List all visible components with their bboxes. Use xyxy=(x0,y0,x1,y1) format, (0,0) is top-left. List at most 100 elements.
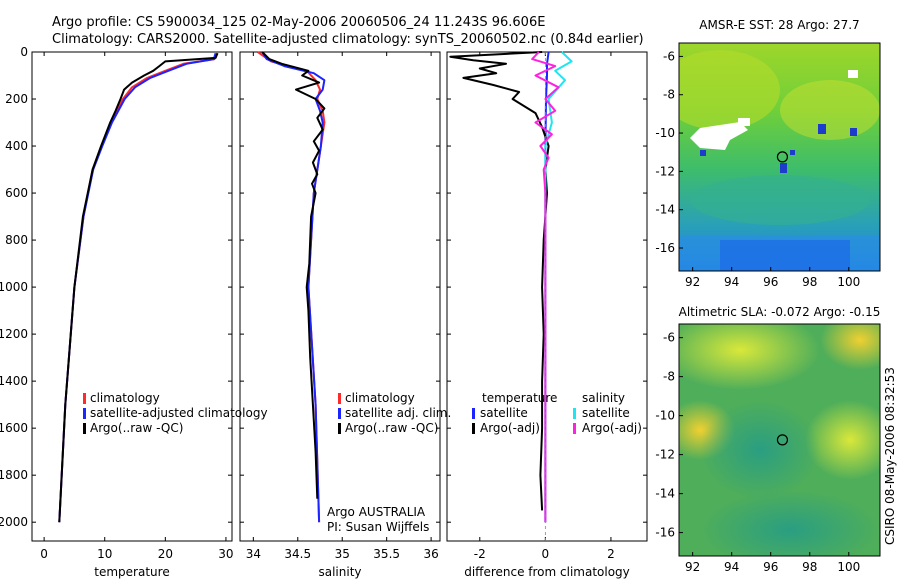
temperature-profile-series-satellite-adjusted-climatology xyxy=(58,52,217,523)
sst-map-frame xyxy=(678,42,881,272)
x-tick-label: 20 xyxy=(158,547,173,561)
y-tick-label: -6 xyxy=(663,49,675,63)
x-tick-label: 92 xyxy=(685,560,700,574)
legend-label: climatology xyxy=(345,391,415,405)
legend-swatch xyxy=(83,393,86,404)
x-tick-label: 94 xyxy=(724,560,739,574)
salinity-profile-panel: 34 34.5 35 35.5 36 salinity xyxy=(239,51,441,579)
temperature-profile-series-climatology xyxy=(58,52,219,523)
legend-label: climatology xyxy=(90,391,160,405)
side-stamp: CSIRO 08-May-2006 08:32:53 xyxy=(883,367,897,545)
y-tick-label: 400 xyxy=(5,139,28,153)
x-tick-label: 98 xyxy=(802,560,817,574)
x-tick-label: 30 xyxy=(218,547,233,561)
x-tick-label: 100 xyxy=(837,560,860,574)
difference-profile-series-temperature-argo-adj- xyxy=(449,51,550,511)
legend-label: satellite-adjusted climatology xyxy=(90,406,268,420)
x-tick-label: 0 xyxy=(40,547,48,561)
sst-map-title: AMSR-E SST: 28 Argo: 27.7 xyxy=(699,18,859,32)
difference-profile-frame xyxy=(446,51,648,542)
y-tick-label: 600 xyxy=(5,186,28,200)
sla-map-title: Altimetric SLA: -0.072 Argo: -0.15 xyxy=(679,305,881,319)
sla-map-frame xyxy=(678,323,881,557)
legend-swatch xyxy=(472,423,475,434)
y-tick-label: 2000 xyxy=(0,515,28,529)
legend-label: temperature xyxy=(482,391,557,405)
legend-swatch xyxy=(83,423,86,434)
difference-legend: temperaturesatelliteArgo(-adj)salinitysa… xyxy=(472,391,642,435)
legend-label: satellite xyxy=(480,406,528,420)
x-tick-label: -2 xyxy=(474,547,486,561)
difference-profile-panel: -2 0 2 difference from climatology xyxy=(446,51,648,579)
legend-swatch xyxy=(338,408,341,419)
legend-label: satellite adj. clim. xyxy=(345,406,451,420)
float-position-marker xyxy=(776,151,789,163)
salinity-profile-frame xyxy=(239,51,441,542)
x-tick-label: 94 xyxy=(724,275,739,289)
x-tick-label: 2 xyxy=(607,547,615,561)
x-tick-label: 0 xyxy=(542,547,550,561)
y-tick-label: 1800 xyxy=(0,468,28,482)
y-tick-label: -10 xyxy=(655,409,675,423)
float-position-marker xyxy=(776,434,789,446)
legend-label: salinity xyxy=(582,391,625,405)
y-tick-label: -8 xyxy=(663,370,675,384)
sst-map-image xyxy=(679,43,880,271)
x-tick-label: 36 xyxy=(423,547,438,561)
y-tick-label: -14 xyxy=(655,203,675,217)
difference-profile-series-salinity-satellite xyxy=(544,51,573,523)
x-tick-label: 96 xyxy=(763,560,778,574)
y-tick-label: -8 xyxy=(663,88,675,102)
y-tick-label: -6 xyxy=(663,331,675,345)
x-tick-label: 98 xyxy=(802,275,817,289)
y-tick-label: -12 xyxy=(655,164,675,178)
header-line1: Argo profile: CS 5900034_125 02-May-2006… xyxy=(52,15,545,30)
temperature-profile-frame xyxy=(31,51,233,542)
y-tick-label: 0 xyxy=(20,45,28,59)
argo-annotation: Argo AUSTRALIA xyxy=(327,505,426,519)
temperature-profile-panel: 0 10 20 30 temperature 0 200 400 600 800 1000 1200 1… xyxy=(0,45,234,579)
y-tick-label: -12 xyxy=(655,448,675,462)
legend-label: satellite xyxy=(582,406,630,420)
sla-map-axes: Altimetric SLA: -0.072 Argo: -0.15 92 94 96… xyxy=(655,305,881,574)
x-axis-label: salinity xyxy=(318,565,361,579)
x-tick-label: 35 xyxy=(335,547,350,561)
legend-label: Argo(-adj) xyxy=(480,421,540,435)
x-tick-label: 100 xyxy=(837,275,860,289)
salinity-profile-series-climatology xyxy=(257,51,326,523)
legend-swatch xyxy=(338,393,341,404)
legend-label: Argo(-adj) xyxy=(582,421,642,435)
y-tick-label: -10 xyxy=(655,126,675,140)
x-tick-label: 96 xyxy=(763,275,778,289)
legend-label: Argo(..raw -QC) xyxy=(90,421,183,435)
y-tick-label: 800 xyxy=(5,233,28,247)
salinity-profile-series-argo-raw-qc- xyxy=(261,51,326,499)
y-tick-label: 1400 xyxy=(0,374,28,388)
y-tick-label: -14 xyxy=(655,487,675,501)
x-tick-label: 10 xyxy=(97,547,112,561)
legend-swatch xyxy=(338,423,341,434)
x-tick-label: 35.5 xyxy=(373,547,400,561)
x-tick-label: 92 xyxy=(685,275,700,289)
header-line2: Climatology: CARS2000. Satellite-adjuste… xyxy=(52,32,644,47)
x-tick-label: 34.5 xyxy=(284,547,311,561)
x-tick-label: 34 xyxy=(246,547,261,561)
y-tick-label: -16 xyxy=(655,526,675,540)
temperature-profile-series-argo-raw-qc- xyxy=(58,52,219,523)
legend-swatch xyxy=(83,408,86,419)
sst-map-axes: AMSR-E SST: 28 Argo: 27.7 92 94 96 98 100 -6 -8… xyxy=(655,18,881,289)
legend-label: Argo(..raw -QC) xyxy=(345,421,438,435)
y-tick-label: 1600 xyxy=(0,421,28,435)
pi-annotation: PI: Susan Wijffels xyxy=(327,520,429,534)
sla-map-image xyxy=(679,324,880,556)
x-axis-label: temperature xyxy=(94,565,169,579)
legend-swatch xyxy=(573,423,576,434)
y-tick-label: 1200 xyxy=(0,327,28,341)
y-tick-label: -16 xyxy=(655,241,675,255)
x-axis-label: difference from climatology xyxy=(464,565,630,579)
y-tick-label: 1000 xyxy=(0,280,28,294)
legend-swatch xyxy=(573,408,576,419)
